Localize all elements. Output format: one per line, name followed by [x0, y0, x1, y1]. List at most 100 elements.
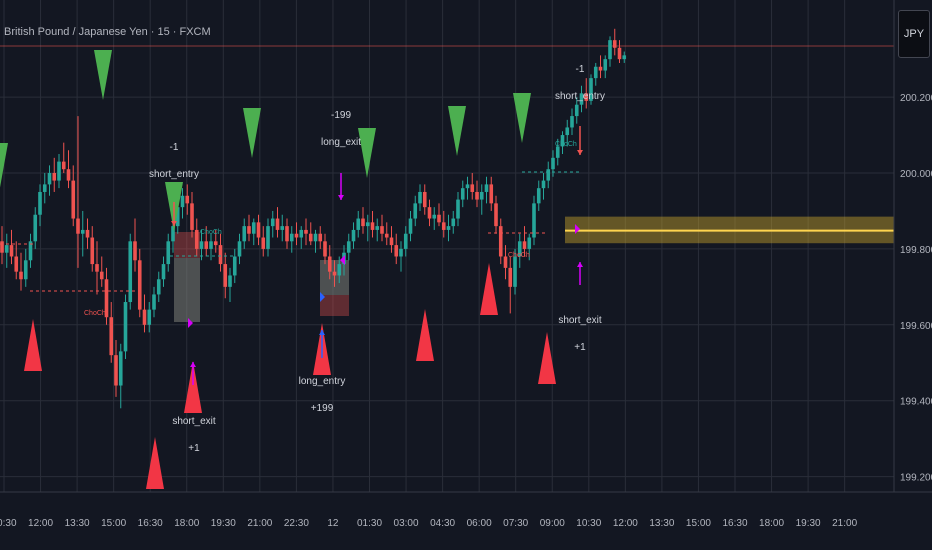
candle-body	[251, 222, 256, 234]
candle-body	[413, 203, 418, 219]
candle-body	[80, 229, 85, 234]
candle-body	[194, 229, 199, 249]
candle-body	[0, 241, 4, 253]
candle-body	[441, 222, 446, 230]
x-tick-label: 01:30	[357, 518, 382, 529]
x-tick-label: 21:00	[247, 518, 272, 529]
candle-body	[370, 222, 375, 230]
candle-body	[399, 248, 403, 257]
candle-body	[361, 218, 365, 227]
candle-body	[128, 241, 133, 303]
sell-triangle	[243, 108, 261, 158]
candle-body	[308, 233, 313, 242]
candle-body	[256, 222, 261, 238]
candle-body	[47, 173, 52, 185]
candle-body	[199, 241, 204, 249]
candle-body	[494, 203, 498, 227]
candle-body	[294, 233, 299, 238]
x-tick-label: 03:00	[394, 518, 419, 529]
candle-body	[190, 203, 194, 230]
signal-arrow-head	[577, 262, 583, 267]
candle-body	[285, 226, 289, 242]
x-tick-label: 18:00	[759, 518, 784, 529]
signal-label: short_entry	[149, 169, 199, 180]
candle-body	[517, 241, 522, 257]
exit-marker	[188, 318, 193, 328]
signal-arrow-head	[171, 221, 177, 226]
candle-body	[299, 229, 304, 238]
candle-body	[147, 309, 152, 325]
candle-body	[9, 245, 14, 257]
sell-triangle	[94, 50, 112, 100]
candles	[0, 28, 627, 409]
signal-label: +1	[188, 443, 200, 454]
exit-marker	[340, 255, 345, 265]
y-tick-label: 200.200	[900, 93, 932, 104]
currency-button[interactable]: JPY	[898, 10, 930, 58]
exit-marker	[575, 224, 580, 234]
candle-body	[4, 245, 9, 253]
candle-body	[337, 264, 342, 276]
signal-label: -199	[331, 110, 351, 121]
candle-body	[541, 180, 546, 189]
candle-body	[427, 207, 432, 219]
buy-triangle	[184, 361, 202, 413]
supply-demand-zones	[174, 216, 894, 322]
candle-body	[617, 47, 622, 60]
x-tick-label: 18:00	[174, 518, 199, 529]
candle-body	[456, 199, 460, 219]
candle-body	[513, 256, 517, 287]
x-tick-label: 10:30	[576, 518, 601, 529]
choch-label: ChoCh	[200, 229, 222, 236]
candle-body	[574, 104, 579, 117]
candle-body	[346, 241, 351, 253]
trade-markers: ChoCh ChoCh ChoCh ChoCh -1 short_entry short_e…	[0, 50, 605, 489]
candle-body	[446, 226, 451, 230]
candle-body	[375, 226, 380, 230]
y-tick-label: 199.800	[900, 245, 932, 256]
signal-arrow-head	[338, 195, 344, 200]
candle-body	[99, 271, 104, 280]
candle-body	[57, 161, 61, 181]
candle-body	[527, 237, 532, 249]
signal-label: +199	[311, 403, 334, 414]
x-tick-label: 12:00	[28, 518, 53, 529]
signal-label: +1	[574, 342, 586, 353]
symbol-title[interactable]: British Pound / Japanese Yen · 15 · FXCM	[4, 26, 211, 38]
candle-body	[270, 218, 275, 227]
candle-body	[261, 237, 266, 249]
candle-body	[612, 40, 617, 48]
sell-triangle	[448, 106, 466, 156]
candle-body	[66, 169, 71, 181]
signal-label: short_exit	[558, 315, 602, 326]
candle-body	[465, 184, 470, 189]
y-tick-label: 200.000	[900, 169, 932, 180]
candle-body	[570, 116, 574, 128]
candle-body	[332, 271, 337, 276]
candle-body	[185, 195, 190, 204]
signal-label: -1	[576, 64, 585, 75]
signal-label: short_exit	[172, 416, 216, 427]
choch-label: ChoCh	[508, 252, 530, 259]
candle-body	[579, 93, 584, 105]
candle-body	[522, 241, 527, 249]
buy-triangle	[480, 263, 498, 315]
candle-body	[289, 233, 294, 242]
candle-body	[242, 226, 247, 242]
x-tick-label: 07:30	[503, 518, 528, 529]
candle-body	[489, 184, 494, 204]
signal-label: -1	[170, 142, 179, 153]
x-tick-label: 12	[327, 518, 339, 529]
candle-body	[137, 260, 142, 310]
x-tick-label: 15:00	[101, 518, 126, 529]
candle-body	[408, 218, 413, 234]
candle-body	[380, 226, 384, 234]
candle-body	[460, 188, 465, 200]
candle-body	[28, 241, 33, 261]
candle-body	[152, 294, 156, 310]
candle-body	[351, 229, 356, 242]
candle-body	[608, 40, 612, 60]
candle-body	[114, 355, 118, 386]
candle-body	[42, 184, 47, 192]
